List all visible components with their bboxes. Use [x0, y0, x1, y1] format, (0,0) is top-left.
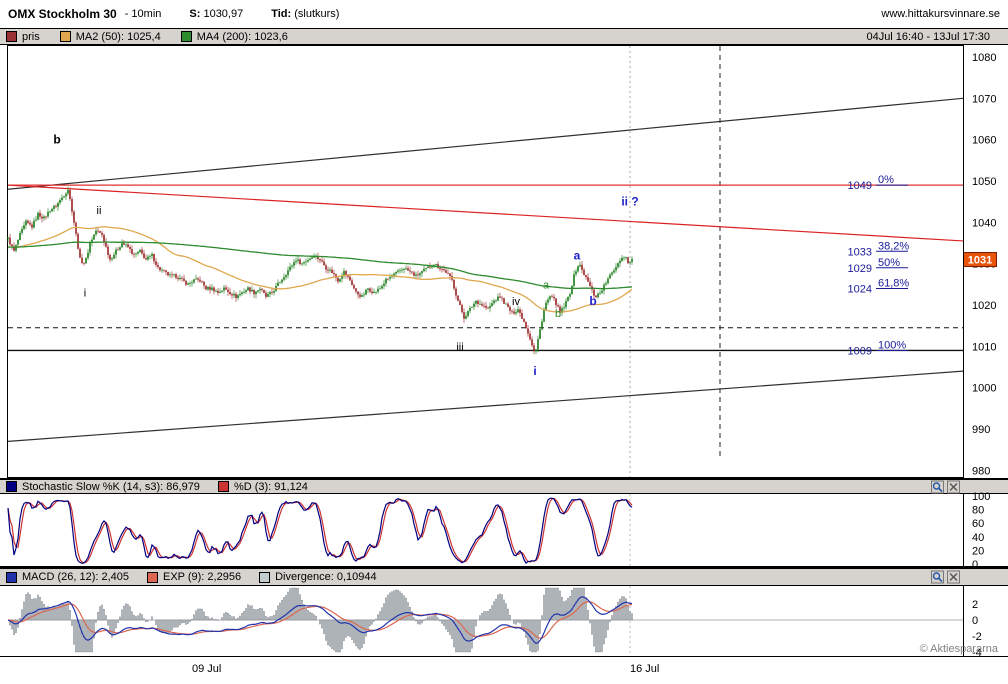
stoch-panel-buttons	[931, 480, 960, 493]
svg-text:1060: 1060	[972, 135, 996, 147]
stoch-k-label: Stochastic Slow %K (14, s3): 86,979	[22, 480, 200, 493]
svg-text:-4: -4	[972, 647, 982, 659]
macd-header: MACD (26, 12): 2,405 EXP (9): 2,2956 Div…	[0, 566, 1008, 586]
svg-text:iv: iv	[512, 296, 520, 308]
copyright-label: © Aktiespararna	[919, 643, 998, 655]
site-url: www.hittakursvinnare.se	[881, 8, 1000, 20]
legend-ma4: MA4 (200): 1023,6	[180, 30, 288, 43]
svg-text:1000: 1000	[972, 383, 996, 395]
svg-text:1020: 1020	[972, 300, 996, 312]
main-chart-area[interactable]: 1049 0% 1033 38,2% 1029 50% 1024 61,8% 1009 100% 1…	[0, 45, 1008, 478]
svg-text:20: 20	[972, 545, 984, 557]
zoom-icon[interactable]	[931, 570, 944, 584]
svg-text:100: 100	[972, 491, 990, 503]
svg-text:a: a	[574, 248, 581, 262]
svg-text:80: 80	[972, 505, 984, 517]
svg-text:1029: 1029	[848, 263, 872, 275]
pris-chip	[6, 31, 17, 42]
stoch-d-chip	[217, 481, 229, 492]
ma2-chip	[59, 31, 71, 42]
svg-text:61,8%: 61,8%	[878, 277, 909, 289]
svg-text:i: i	[84, 288, 86, 300]
tid-value: (slutkurs)	[294, 8, 340, 20]
x-tick-16jul: 16 Jul	[630, 663, 660, 675]
svg-text:2: 2	[972, 599, 978, 611]
svg-text:1009: 1009	[848, 345, 872, 357]
stoch-d-label: %D (3): 91,124	[233, 480, 308, 493]
svg-text:1024: 1024	[848, 283, 872, 295]
svg-text:ii ?: ii ?	[621, 195, 638, 209]
exp-chip	[147, 571, 158, 583]
legend-ma4-label: MA4 (200): 1023,6	[196, 30, 288, 43]
macd-chart-area[interactable]: 2 0 -2 -4	[0, 586, 1008, 659]
stoch-d-legend: %D (3): 91,124	[217, 480, 308, 493]
svg-text:b: b	[555, 308, 561, 320]
tid-label: Tid:	[271, 8, 292, 20]
time-readout: Tid: (slutkurs)	[271, 8, 339, 20]
svg-text:1033: 1033	[848, 246, 872, 258]
legend-price: pris	[6, 31, 40, 43]
svg-text:50%: 50%	[878, 257, 900, 269]
divergence-label: Divergence: 0,10944	[275, 571, 377, 583]
svg-text:38,2%: 38,2%	[878, 240, 909, 252]
macd-label: MACD (26, 12): 2,405	[22, 571, 129, 583]
svg-text:40: 40	[972, 532, 984, 544]
svg-text:0%: 0%	[878, 174, 894, 186]
svg-text:100%: 100%	[878, 339, 906, 351]
svg-text:b: b	[53, 133, 60, 147]
svg-text:1070: 1070	[972, 93, 996, 105]
div-chip	[259, 571, 271, 583]
svg-text:b: b	[589, 294, 596, 308]
svg-text:1050: 1050	[972, 176, 996, 188]
svg-text:1031: 1031	[968, 255, 992, 267]
svg-text:1049: 1049	[848, 180, 872, 192]
stoch-k-chip	[6, 481, 17, 492]
stochastic-chart-area[interactable]: 100 80 60 40 20 0	[0, 491, 1008, 571]
date-range-label: 04Jul 16:40 - 13Jul 17:30	[866, 30, 990, 43]
svg-text:980: 980	[972, 465, 990, 477]
exp-legend: EXP (9): 2,2956	[147, 571, 241, 583]
svg-text:i: i	[533, 364, 536, 378]
svg-text:0: 0	[972, 615, 978, 627]
svg-text:0: 0	[972, 559, 978, 571]
time-axis: 09 Jul 16 Jul	[0, 656, 1008, 684]
svg-text:ii: ii	[97, 205, 102, 217]
x-tick-09jul: 09 Jul	[192, 663, 222, 675]
stochastic-header: Stochastic Slow %K (14, s3): 86,979 %D (…	[0, 478, 1008, 494]
svg-text:60: 60	[972, 518, 984, 530]
svg-text:1080: 1080	[972, 52, 996, 64]
main-chart-canvas[interactable]: 1049 0% 1033 38,2% 1029 50% 1024 61,8% 1009 100% 1…	[0, 45, 1008, 478]
svg-text:990: 990	[972, 424, 990, 436]
legend-price-label: pris	[22, 30, 40, 43]
legend-ma2-label: MA2 (50): 1025,4	[75, 30, 161, 43]
close-icon[interactable]	[947, 570, 960, 584]
svg-text:iii: iii	[456, 341, 463, 353]
svg-text:-2: -2	[972, 631, 982, 643]
macd-legend: MACD (26, 12): 2,405	[6, 571, 129, 583]
s-value: 1030,97	[203, 8, 244, 20]
interval-label: - 10min	[124, 8, 162, 20]
divergence-legend: Divergence: 0,10944	[259, 571, 377, 583]
macd-chip	[6, 571, 17, 583]
stoch-k-legend: Stochastic Slow %K (14, s3): 86,979	[6, 481, 200, 493]
instrument-title: OMX Stockholm 30	[8, 7, 117, 21]
svg-text:1040: 1040	[972, 217, 996, 229]
s-label: S:	[189, 8, 201, 20]
svg-text:a: a	[543, 279, 550, 291]
legend-ma2: MA2 (50): 1025,4	[59, 30, 161, 43]
close-icon[interactable]	[947, 480, 960, 493]
titlebar: OMX Stockholm 30 - 10min S: 1030,97 Tid:…	[0, 0, 1008, 28]
macd-canvas[interactable]: 2 0 -2 -4	[0, 586, 1008, 659]
svg-text:1010: 1010	[972, 341, 996, 353]
legend-bar: pris MA2 (50): 1025,4 MA4 (200): 1023,6 …	[0, 28, 1008, 45]
last-price-readout: S: 1030,97	[189, 8, 243, 20]
macd-panel-buttons	[931, 570, 960, 584]
exp-label: EXP (9): 2,2956	[163, 571, 242, 583]
ma4-chip	[180, 31, 192, 42]
zoom-icon[interactable]	[931, 480, 944, 493]
